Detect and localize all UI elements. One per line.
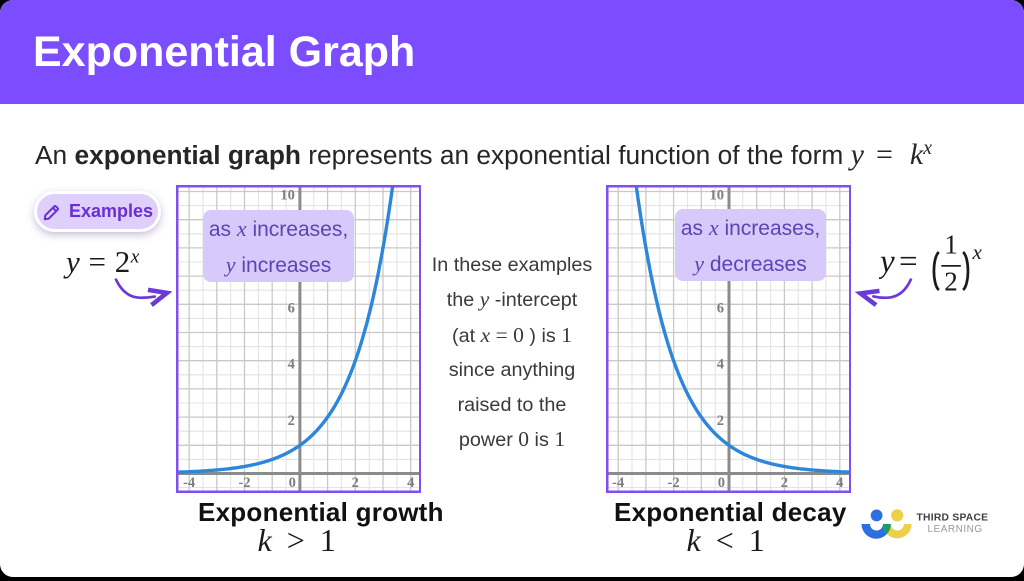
svg-text:-4: -4 bbox=[612, 475, 624, 491]
svg-text:-2: -2 bbox=[238, 475, 250, 491]
svg-text:-4: -4 bbox=[183, 475, 195, 491]
svg-text:2: 2 bbox=[944, 267, 958, 297]
svg-text:x: x bbox=[972, 240, 983, 264]
svg-text:2: 2 bbox=[287, 413, 294, 429]
svg-text:2: 2 bbox=[351, 475, 358, 491]
svg-text:10: 10 bbox=[709, 187, 724, 203]
svg-text:THIRD SPACE: THIRD SPACE bbox=[917, 513, 989, 524]
svg-text:10: 10 bbox=[280, 187, 295, 203]
svg-text:LEARNING: LEARNING bbox=[928, 524, 983, 535]
svg-text:0: 0 bbox=[288, 475, 295, 491]
svg-text:=: = bbox=[899, 244, 918, 280]
svg-text:6: 6 bbox=[287, 300, 294, 316]
svg-text:2: 2 bbox=[780, 475, 787, 491]
svg-text:y: y bbox=[879, 244, 895, 280]
svg-text:6: 6 bbox=[716, 300, 723, 316]
svg-text:4: 4 bbox=[836, 475, 843, 491]
svg-text:-2: -2 bbox=[667, 475, 679, 491]
svg-text:2: 2 bbox=[716, 413, 723, 429]
svg-text:4: 4 bbox=[407, 475, 414, 491]
svg-text:0: 0 bbox=[717, 475, 724, 491]
svg-text:4: 4 bbox=[716, 356, 723, 372]
svg-text:4: 4 bbox=[287, 356, 294, 372]
svg-text:1: 1 bbox=[944, 232, 958, 260]
